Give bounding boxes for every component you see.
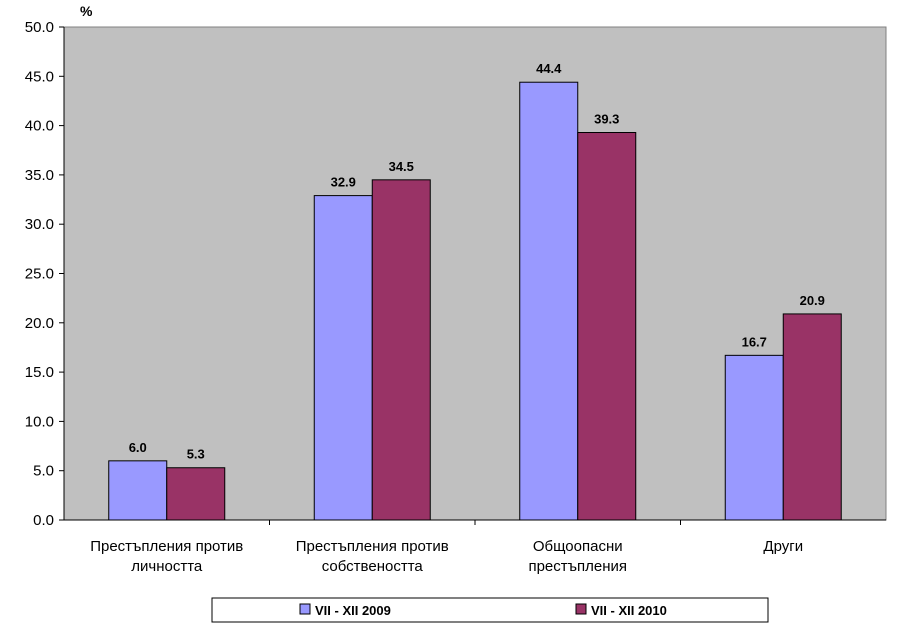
data-label: 34.5 xyxy=(389,159,414,174)
bar xyxy=(782,313,842,521)
y-tick-label: 20.0 xyxy=(25,315,54,332)
y-tick-label: 50.0 xyxy=(25,19,54,36)
bar xyxy=(166,467,226,521)
y-tick-label: 45.0 xyxy=(25,68,54,85)
legend-swatch xyxy=(299,603,311,615)
data-label: 44.4 xyxy=(536,61,562,76)
y-tick-label: 15.0 xyxy=(25,364,54,381)
data-label: 16.7 xyxy=(742,334,767,349)
data-label: 20.9 xyxy=(800,293,825,308)
bar xyxy=(724,354,784,521)
legend-label: VII - XII 2010 xyxy=(591,603,667,618)
unit-label: % xyxy=(80,3,93,19)
y-tick-label: 40.0 xyxy=(25,118,54,135)
data-label: 39.3 xyxy=(594,112,619,127)
category-label: Други xyxy=(763,538,803,555)
axes: 0.0 5.0 10.0 15.0 20.0 25.0 30.0 35.0 40.0 45.0 50… xyxy=(25,19,886,575)
y-tick-label: 10.0 xyxy=(25,413,54,430)
bar xyxy=(577,132,637,521)
bar xyxy=(519,81,579,521)
legend-box xyxy=(211,597,769,623)
y-tick-label: 5.0 xyxy=(33,463,54,480)
bars xyxy=(108,81,842,521)
data-label: 6.0 xyxy=(129,440,147,455)
legend-label: VII - XII 2009 xyxy=(315,603,391,618)
category-label: Престъпления против xyxy=(296,538,449,555)
y-tick-label: 25.0 xyxy=(25,266,54,283)
category-label: личността xyxy=(131,558,203,575)
category-label: престъпления xyxy=(528,558,627,575)
bar xyxy=(313,195,373,521)
category-label: Престъпления против xyxy=(90,538,243,555)
bar xyxy=(371,179,431,521)
data-label: 5.3 xyxy=(187,447,205,462)
category-label: собствеността xyxy=(322,558,424,575)
y-tick-label: 0.0 xyxy=(33,512,54,529)
y-tick-label: 35.0 xyxy=(25,167,54,184)
bar xyxy=(108,460,168,521)
legend: VII - XII 2009 VII - XII 2010 xyxy=(211,597,769,623)
data-labels: 6.0 5.3 32.9 34.5 44.4 39.3 16.7 20.9 xyxy=(129,61,825,462)
category-label: Общоопасни xyxy=(533,538,623,555)
y-tick-label: 30.0 xyxy=(25,216,54,233)
legend-swatch xyxy=(575,603,587,615)
data-label: 32.9 xyxy=(331,175,356,190)
